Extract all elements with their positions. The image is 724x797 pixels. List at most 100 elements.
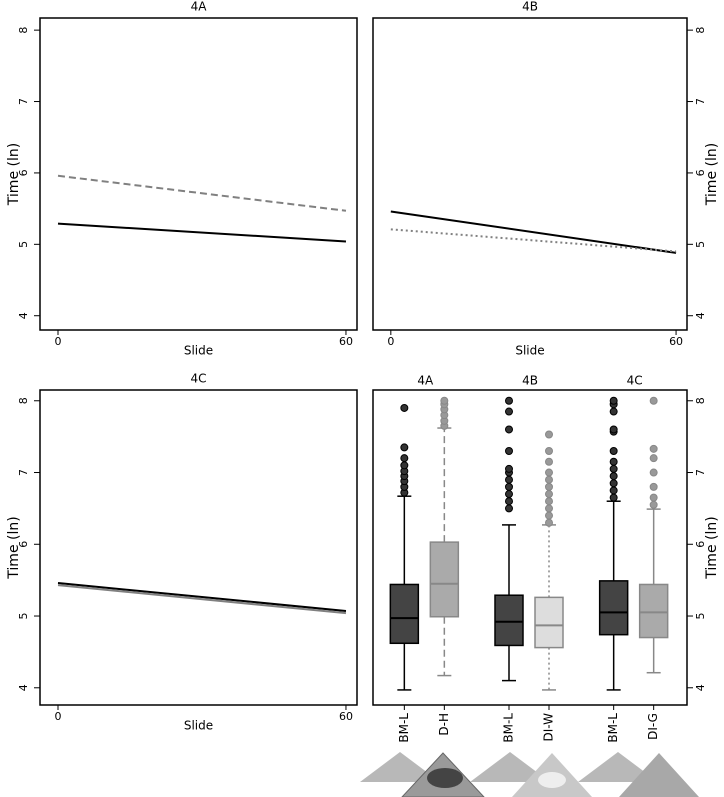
series-line xyxy=(57,582,347,612)
outlier xyxy=(545,497,553,506)
x-tick-label: DI-G xyxy=(646,713,660,740)
outlier xyxy=(400,443,409,452)
box xyxy=(389,583,420,645)
x-tick-label: BM-L xyxy=(502,713,516,743)
y-axis-label: Time (ln) xyxy=(6,516,22,579)
group-label: 4A xyxy=(417,374,434,388)
plot-frame xyxy=(39,389,358,706)
thumbnail xyxy=(470,752,550,782)
outlier xyxy=(505,396,513,405)
y-tick-label: 5 xyxy=(694,241,707,248)
outlier xyxy=(609,407,618,416)
thumbnail xyxy=(578,752,658,782)
y-axis-label: Time (ln) xyxy=(6,143,22,206)
outlier xyxy=(505,490,513,499)
outlier xyxy=(545,504,553,513)
outlier xyxy=(545,468,553,477)
outlier xyxy=(400,454,409,463)
series-line xyxy=(57,174,347,212)
outlier xyxy=(400,461,409,470)
y-tick-label: 4 xyxy=(17,684,30,691)
outlier xyxy=(545,430,553,439)
y-tick-label: 6 xyxy=(694,541,707,548)
y-tick-label: 7 xyxy=(694,469,707,476)
y-tick-label: 6 xyxy=(694,169,707,176)
box xyxy=(429,541,460,618)
y-tick-label: 8 xyxy=(694,397,707,404)
outlier xyxy=(545,511,553,520)
x-tick-label: 60 xyxy=(669,335,683,348)
outlier xyxy=(545,518,553,527)
outlier xyxy=(649,396,658,405)
thumbnail xyxy=(360,752,440,782)
y-axis-label: Time (ln) xyxy=(704,143,720,206)
y-tick-label: 4 xyxy=(694,684,707,691)
x-tick-label: DI-W xyxy=(542,713,556,742)
y-tick-label: 4 xyxy=(694,312,707,319)
box xyxy=(598,580,629,636)
stimulus-thumbnails xyxy=(360,752,699,797)
plot-frame xyxy=(372,389,688,706)
outlier xyxy=(400,403,409,412)
outlier xyxy=(609,425,618,434)
x-tick-label: D-H xyxy=(437,713,451,736)
group-label: 4B xyxy=(522,374,538,388)
outlier xyxy=(545,475,553,484)
x-tick-label: BM-L xyxy=(397,713,411,743)
box xyxy=(494,594,524,647)
outlier xyxy=(545,482,553,491)
outlier xyxy=(505,497,513,506)
y-tick-label: 5 xyxy=(694,613,707,620)
outlier xyxy=(545,490,553,499)
y-tick-label: 5 xyxy=(17,241,30,248)
x-tick-label: BM-L xyxy=(606,713,620,743)
outlier xyxy=(609,464,618,473)
outlier xyxy=(609,457,618,466)
panel-title: 4A xyxy=(191,0,208,14)
outlier xyxy=(609,396,618,405)
outlier xyxy=(609,472,618,481)
series-line xyxy=(57,584,347,615)
outlier xyxy=(609,486,618,495)
y-tick-label: 6 xyxy=(17,541,30,548)
outlier xyxy=(609,446,618,455)
y-tick-label: 7 xyxy=(17,98,30,105)
y-axis-label: Time (ln) xyxy=(704,516,720,579)
outlier xyxy=(505,425,513,434)
outlier xyxy=(649,482,658,491)
y-tick-label: 7 xyxy=(694,98,707,105)
thumbnail-pattern xyxy=(427,768,463,788)
outlier xyxy=(505,407,513,416)
plot-frame xyxy=(372,17,688,331)
x-axis-label: Slide xyxy=(515,344,544,358)
outlier xyxy=(609,493,618,502)
y-tick-label: 7 xyxy=(17,469,30,476)
x-tick-label: 60 xyxy=(339,710,353,723)
thumbnail-pattern xyxy=(538,772,566,788)
thumbnail xyxy=(619,753,699,797)
group-label: 4C xyxy=(627,374,643,388)
outlier xyxy=(505,464,513,473)
x-tick-label: 60 xyxy=(339,335,353,348)
series-line xyxy=(390,210,677,254)
outlier xyxy=(505,504,513,513)
y-tick-label: 5 xyxy=(17,613,30,620)
outlier xyxy=(505,475,513,484)
outlier xyxy=(505,446,513,455)
x-axis-label: Slide xyxy=(184,719,213,733)
panel-title: 4B xyxy=(522,0,538,14)
y-tick-label: 8 xyxy=(694,27,707,34)
outlier xyxy=(545,457,553,466)
outlier xyxy=(649,444,658,453)
y-tick-label: 4 xyxy=(17,312,30,319)
x-tick-label: 0 xyxy=(387,335,394,348)
y-tick-label: 8 xyxy=(17,27,30,34)
x-tick-label: 0 xyxy=(54,710,61,723)
outlier xyxy=(649,468,658,477)
series-line xyxy=(57,222,347,243)
outlier xyxy=(649,493,658,502)
outlier xyxy=(440,396,449,405)
outlier xyxy=(609,479,618,488)
outlier xyxy=(545,446,553,455)
